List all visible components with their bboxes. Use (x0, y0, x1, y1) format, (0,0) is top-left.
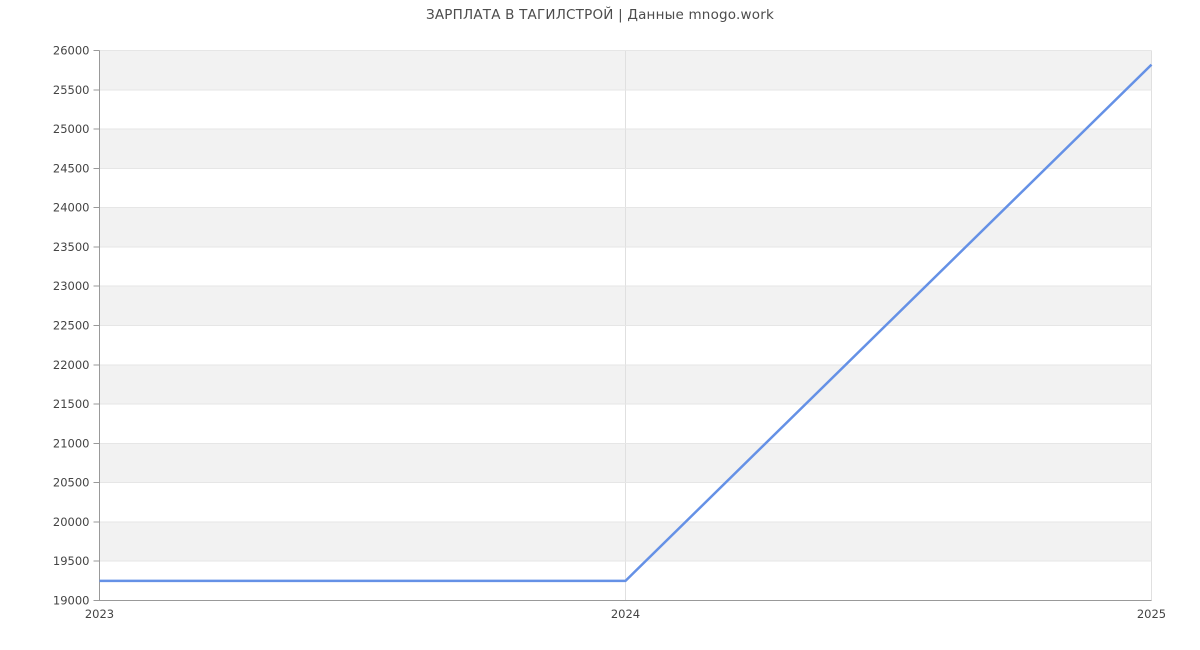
horizontal-gridlines (99, 50, 1152, 601)
y-axis-label: 24500 (53, 161, 90, 175)
y-axis-label: 23000 (53, 279, 90, 293)
y-axis-label: 23500 (53, 240, 90, 254)
y-axis-label: 19000 (53, 594, 90, 608)
y-axis-label: 19500 (53, 554, 90, 568)
y-axis-label: 24000 (53, 201, 90, 215)
x-axis-label: 2023 (85, 607, 114, 621)
y-axis-label: 20000 (53, 515, 90, 529)
axes (93, 50, 1152, 601)
x-axis-labels: 2023 2024 2025 (85, 607, 1166, 621)
chart-title: ЗАРПЛАТА В ТАГИЛСТРОЙ | Данные mnogo.wor… (426, 7, 774, 23)
y-axis-label: 25500 (53, 83, 90, 97)
x-axis-label: 2024 (611, 607, 640, 621)
salary-series-line (99, 63, 1153, 583)
y-axis-label: 26000 (53, 44, 90, 58)
series (99, 63, 1153, 583)
y-axis-label: 21500 (53, 397, 90, 411)
x-axis-label: 2025 (1137, 607, 1166, 621)
y-axis-label: 25000 (53, 122, 90, 136)
y-axis-label: 21000 (53, 436, 90, 450)
y-axis-labels: 19000 19500 20000 20500 21000 21500 22000 22500… (53, 44, 90, 608)
y-axis-label: 20500 (53, 476, 90, 490)
y-axis-label: 22500 (53, 319, 90, 333)
y-axis-label: 22000 (53, 358, 90, 372)
